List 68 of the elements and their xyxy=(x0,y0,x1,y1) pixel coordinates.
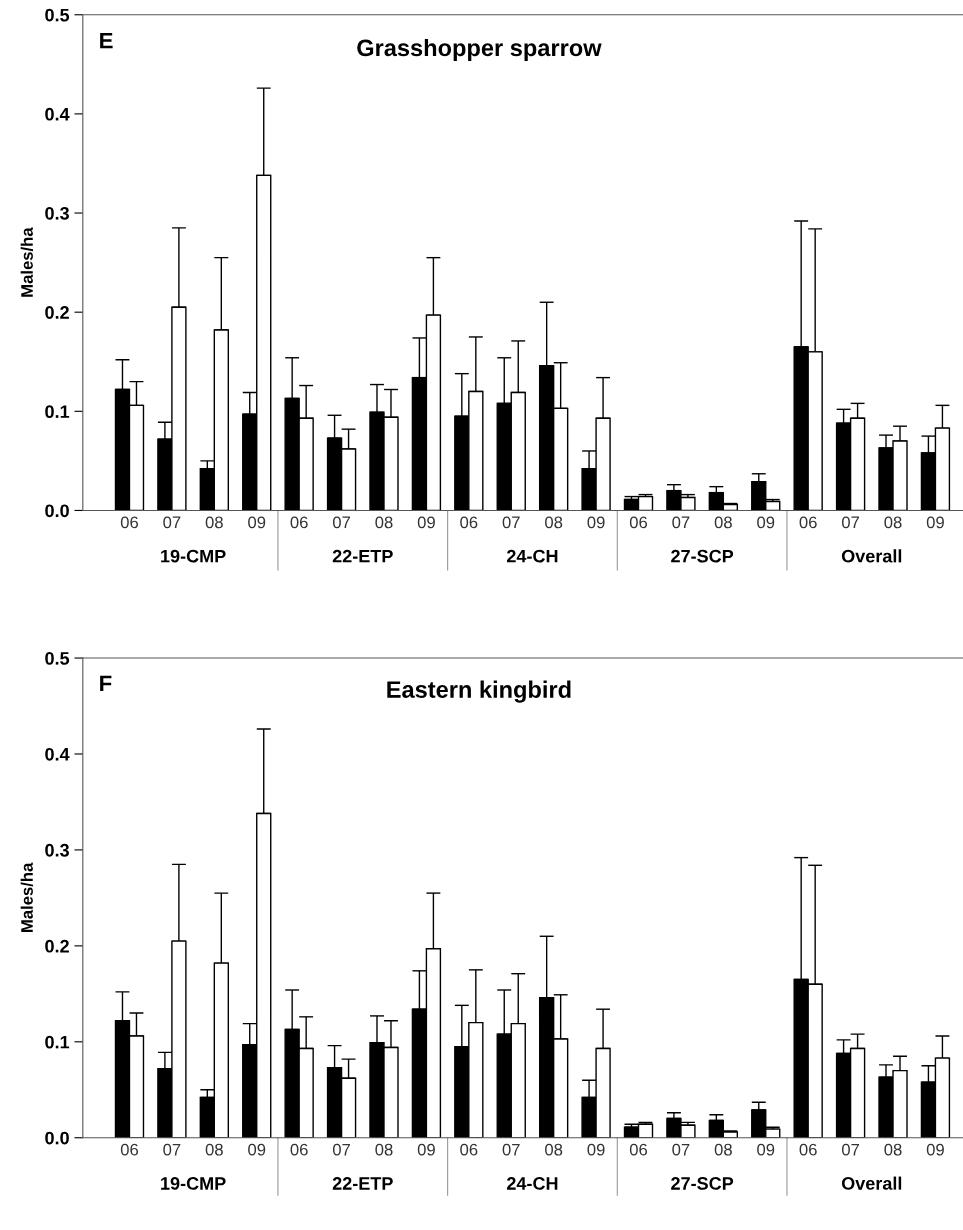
x-tick-label: 07 xyxy=(332,516,350,529)
text: Eastern kingbird xyxy=(387,680,571,703)
text: 19-CMP xyxy=(161,1177,226,1190)
annotation: E xyxy=(100,32,113,49)
y-tick-label: 0.2 xyxy=(45,939,69,953)
x-tick-label: 07 xyxy=(672,1143,690,1156)
x-tick-label: 08 xyxy=(884,1143,902,1156)
y-tick-label: 0.5 xyxy=(45,651,70,665)
y-tick-label: 0.0 xyxy=(45,1131,69,1145)
annotation: F xyxy=(100,675,112,691)
x-tick-label: 06 xyxy=(290,516,308,529)
x-tick-label: 08 xyxy=(205,1143,223,1156)
x-tick-label: 06 xyxy=(120,1143,139,1156)
x-tick-label: 09 xyxy=(926,1143,944,1156)
x-tick-label: 09 xyxy=(757,516,775,529)
y-tick-label: 0.5 xyxy=(45,8,70,22)
x-tick-label: 07 xyxy=(163,1143,181,1156)
x-tick-label: 09 xyxy=(587,516,605,529)
x-tick-label: 08 xyxy=(375,1143,393,1156)
x-tick-label: 06 xyxy=(629,1143,648,1156)
x-tick-label: 09 xyxy=(248,516,266,529)
text: Overall xyxy=(841,549,902,563)
x-tick-label: 06 xyxy=(460,516,478,529)
text: 24-CH xyxy=(506,549,558,563)
x-tick-label: 07 xyxy=(332,1143,350,1156)
y-tick-label: 0.4 xyxy=(45,747,70,761)
y-tick-label: 0.1 xyxy=(45,1035,70,1049)
text: 27-SCP xyxy=(671,549,734,563)
x-tick-label: 07 xyxy=(672,516,690,529)
x-tick-label: 08 xyxy=(714,516,732,529)
x-tick-label: 08 xyxy=(545,516,563,529)
text: 19-CMP xyxy=(161,549,226,563)
x-tick-label: 08 xyxy=(714,1143,732,1156)
text: 24-CH xyxy=(506,1177,558,1190)
y-tick-label: 0.3 xyxy=(45,206,69,220)
x-tick-label: 07 xyxy=(502,516,520,529)
text: 27-SCP xyxy=(671,1177,734,1190)
x-tick-label: 06 xyxy=(120,516,139,529)
x-tick-label: 06 xyxy=(290,1143,308,1156)
x-tick-label: 09 xyxy=(587,1143,605,1156)
y-tick-label: 0.1 xyxy=(45,405,70,419)
x-tick-label: 09 xyxy=(417,1143,435,1156)
x-tick-label: 09 xyxy=(248,1143,266,1156)
x-tick-label: 09 xyxy=(757,1143,775,1156)
text: Overall xyxy=(841,1176,902,1190)
y-tick-label: 0.0 xyxy=(45,504,69,518)
y-tick-label: 0.3 xyxy=(45,843,69,857)
x-tick-label: 06 xyxy=(799,516,817,529)
text: 22-ETP xyxy=(332,549,393,563)
x-tick-label: 06 xyxy=(799,1143,817,1156)
x-tick-label: 06 xyxy=(629,516,648,529)
x-tick-label: 07 xyxy=(841,1143,860,1156)
x-tick-label: 06 xyxy=(460,1143,478,1156)
x-tick-label: 08 xyxy=(545,1143,563,1156)
x-tick-label: 07 xyxy=(841,516,860,529)
x-tick-label: 07 xyxy=(163,516,181,529)
y-axis-title: Males/ha xyxy=(20,862,34,932)
y-tick-label: 0.4 xyxy=(45,107,70,121)
text: Grasshopper sparrow xyxy=(357,38,602,61)
text: 22-ETP xyxy=(332,1177,393,1190)
x-tick-label: 08 xyxy=(375,516,393,529)
y-axis-title: Males/ha xyxy=(20,227,34,297)
x-tick-label: 08 xyxy=(205,516,223,529)
x-tick-label: 08 xyxy=(884,516,902,529)
x-tick-label: 09 xyxy=(926,516,944,529)
x-tick-label: 07 xyxy=(502,1143,520,1156)
y-tick-label: 0.2 xyxy=(45,306,69,319)
x-tick-label: 09 xyxy=(417,516,435,529)
